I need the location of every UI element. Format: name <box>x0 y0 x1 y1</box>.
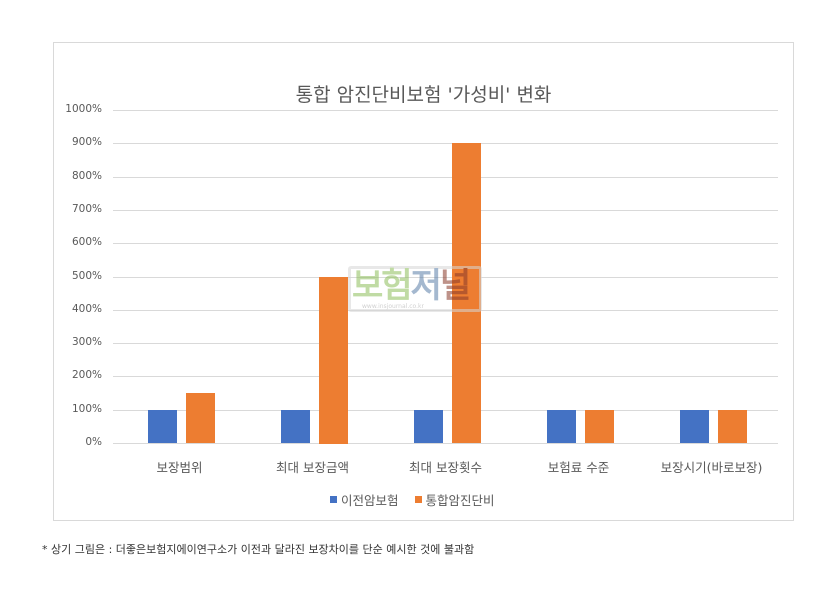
gridline <box>113 343 778 344</box>
gridline <box>113 277 778 278</box>
y-tick-label: 0% <box>85 436 102 448</box>
legend-swatch-icon <box>414 496 422 503</box>
x-category-label: 보장범위 <box>156 460 203 475</box>
y-tick-label: 400% <box>71 303 102 315</box>
watermark-logo: 보험저널 www.insjournal.co.kr <box>348 262 486 322</box>
gridline <box>113 410 778 411</box>
legend-label: 통합암진단비 <box>425 493 495 508</box>
x-category-label: 최대 보장횟수 <box>409 460 482 475</box>
x-category-label: 보험료 수준 <box>547 460 610 475</box>
gridline <box>113 110 778 111</box>
y-tick-label: 800% <box>71 170 102 182</box>
bar-previous <box>281 410 310 443</box>
bar-previous <box>680 410 709 443</box>
gridline <box>113 177 778 178</box>
bar-previous <box>148 410 177 443</box>
chart-legend: 이전암보험 통합암진단비 <box>330 490 511 509</box>
gridline <box>113 143 778 144</box>
bar-integrated <box>718 410 747 443</box>
y-tick-label: 100% <box>71 403 102 415</box>
legend-label: 이전암보험 <box>341 493 399 508</box>
y-tick-label: 700% <box>71 203 102 215</box>
bar-integrated <box>452 143 481 443</box>
gridline <box>113 443 778 444</box>
legend-item-previous: 이전암보험 <box>330 490 399 509</box>
legend-swatch-icon <box>330 496 337 503</box>
y-tick-label: 200% <box>71 369 102 381</box>
bar-previous <box>547 410 576 443</box>
y-tick-label: 600% <box>71 236 102 248</box>
gridline <box>113 376 778 377</box>
bar-integrated <box>319 277 348 444</box>
watermark-url: www.insjournal.co.kr <box>362 303 424 310</box>
bar-integrated <box>585 410 614 443</box>
watermark-speech-bubble-icon <box>348 266 482 312</box>
bar-previous <box>414 410 443 443</box>
footnote: * 상기 그림은 : 더좋은보험지에이연구소가 이전과 달라진 보장차이를 단순… <box>42 543 475 556</box>
chart-title: 통합 암진단비보험 '가성비' 변화 <box>295 84 552 106</box>
x-category-label: 최대 보장금액 <box>276 460 349 475</box>
bar-integrated <box>186 393 215 443</box>
y-tick-label: 900% <box>71 136 102 148</box>
legend-item-integrated: 통합암진단비 <box>414 490 495 509</box>
watermark-text: 보험저널 <box>352 266 471 306</box>
gridline <box>113 243 778 244</box>
y-tick-label: 300% <box>71 336 102 348</box>
x-category-label: 보장시기(바로보장) <box>660 460 763 475</box>
y-tick-label: 1000% <box>65 103 102 115</box>
y-tick-label: 500% <box>71 270 102 282</box>
gridline <box>113 210 778 211</box>
